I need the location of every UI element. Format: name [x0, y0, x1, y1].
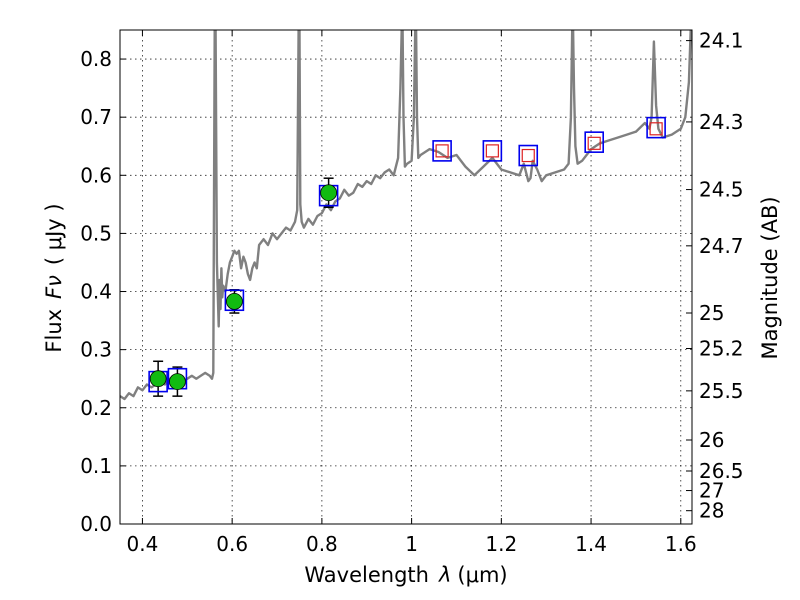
x-tick-label: 0.6: [216, 532, 248, 556]
y2-tick-label: 25.2: [699, 336, 744, 360]
grid: [120, 30, 692, 525]
y2-axis-label: Magnitude (AB): [758, 196, 782, 359]
y2-tick-label: 26: [699, 428, 724, 452]
upper-limit-square: [521, 148, 535, 163]
model-photometry-square: [584, 131, 604, 153]
model-photometry-square: [518, 144, 539, 167]
y-tick-label: 0.2: [80, 396, 112, 420]
y2-tick-label: 24.7: [699, 234, 744, 258]
detection-point: [169, 373, 186, 391]
photometry-layer: [148, 116, 666, 397]
y2-tick-label: 27: [699, 479, 724, 503]
sed-template-line: [120, 30, 692, 401]
y2-tick-label: 25: [699, 301, 724, 325]
y-axis-label: FluxFν( μJy ): [42, 203, 66, 352]
upper-limit-square: [587, 136, 601, 150]
y-tick-label: 0.4: [80, 280, 112, 304]
sed-template-layer: [120, 30, 692, 401]
y-tick-label: 0.7: [80, 105, 112, 129]
upper-limit-square: [649, 122, 663, 136]
axis-ticks: 0.4 0.6 0.8 1 1.2 1.4 1.6 0.0 0.1 0.2 0.3 0.4 0.5 0.6…: [80, 29, 743, 556]
x-tick-label: 1: [405, 532, 418, 556]
y2-tick-label: 28: [699, 499, 724, 523]
y-tick-label: 0.1: [80, 454, 112, 478]
x-tick-label: 0.8: [306, 532, 338, 556]
model-photometry-square: [482, 140, 503, 162]
x-tick-label: 1.4: [575, 532, 607, 556]
model-photometry-square: [432, 140, 452, 162]
detection-point: [320, 184, 338, 202]
model-photometry-square: [224, 289, 245, 312]
model-photometry-square: [646, 116, 666, 139]
y-tick-label: 0.3: [80, 338, 112, 362]
y2-tick-label: 25.5: [699, 379, 744, 403]
upper-limit-square: [485, 144, 499, 158]
y-tick-label: 0.0: [80, 512, 112, 536]
y2-tick-label: 24.5: [699, 178, 744, 202]
x-axis-label: Wavelength λ (μm): [304, 563, 507, 587]
y2-tick-label: 24.3: [699, 110, 744, 134]
y-tick-label: 0.6: [80, 163, 112, 187]
detection-point: [225, 293, 243, 310]
y2-tick-label: 24.1: [699, 29, 744, 53]
upper-limit-square: [435, 144, 449, 158]
plot-frame: [119, 29, 693, 525]
x-tick-label: 0.4: [127, 532, 159, 556]
detection-point: [149, 370, 167, 388]
y-tick-label: 0.5: [80, 221, 112, 245]
y2-tick-label: 26.5: [699, 459, 744, 483]
x-tick-label: 1.2: [485, 532, 517, 556]
y-tick-label: 0.8: [80, 47, 112, 71]
x-tick-label: 1.6: [665, 532, 697, 556]
